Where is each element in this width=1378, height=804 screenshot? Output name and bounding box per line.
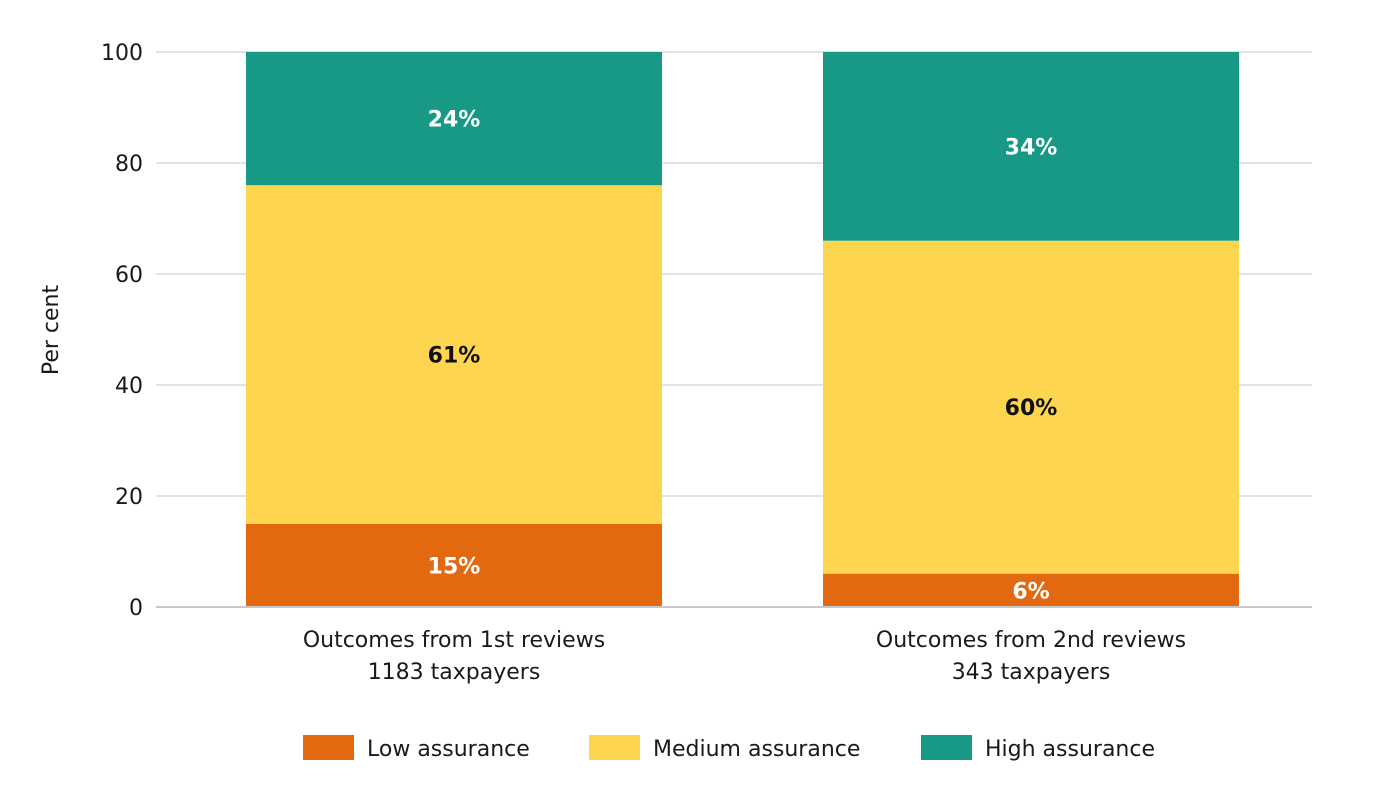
y-tick-label: 60 <box>115 263 143 288</box>
legend-swatch <box>921 735 972 760</box>
legend-swatch <box>589 735 640 760</box>
x-category-label: Outcomes from 1st reviews <box>303 628 605 653</box>
legend-item-high-assurance: High assurance <box>921 735 1155 762</box>
legend-label: Medium assurance <box>653 737 860 762</box>
y-tick-label: 40 <box>115 374 143 399</box>
data-label: 60% <box>1005 396 1058 421</box>
bar-segment-low-assurance <box>246 523 662 607</box>
x-category-label: 1183 taxpayers <box>368 660 541 685</box>
x-category-label: 343 taxpayers <box>952 660 1111 685</box>
y-tick-label: 0 <box>129 596 143 621</box>
y-tick-label: 100 <box>101 41 143 66</box>
legend: Low assurance Medium assurance High assura… <box>303 735 1155 762</box>
data-label: 24% <box>428 108 481 133</box>
bar-segment-low-assurance <box>823 573 1239 607</box>
legend-item-low-assurance: Low assurance <box>303 735 530 762</box>
bar-segment-medium-assurance <box>823 240 1239 574</box>
data-label: 15% <box>428 554 481 579</box>
bar-segment-high-assurance <box>823 52 1239 241</box>
bars <box>156 52 1312 608</box>
legend-label: Low assurance <box>367 737 530 762</box>
legend-item-medium-assurance: Medium assurance <box>589 735 860 762</box>
y-axis-ticks: 0 20 40 60 80 100 <box>101 41 143 621</box>
y-axis-title: Per cent <box>39 285 64 376</box>
bar-segment-high-assurance <box>246 52 662 186</box>
y-tick-label: 80 <box>115 152 143 177</box>
data-labels: 15% 61% 24% 6% 60% 34% <box>428 108 1058 605</box>
data-label: 61% <box>428 343 481 368</box>
x-category-label: Outcomes from 2nd reviews <box>876 628 1186 653</box>
legend-label: High assurance <box>985 737 1155 762</box>
x-axis-categories: Outcomes from 1st reviews 1183 taxpayers O… <box>303 628 1186 685</box>
y-tick-label: 20 <box>115 485 143 510</box>
data-label: 6% <box>1012 579 1049 604</box>
data-label: 34% <box>1005 135 1058 160</box>
legend-swatch <box>303 735 354 760</box>
bar-segment-medium-assurance <box>246 185 662 524</box>
